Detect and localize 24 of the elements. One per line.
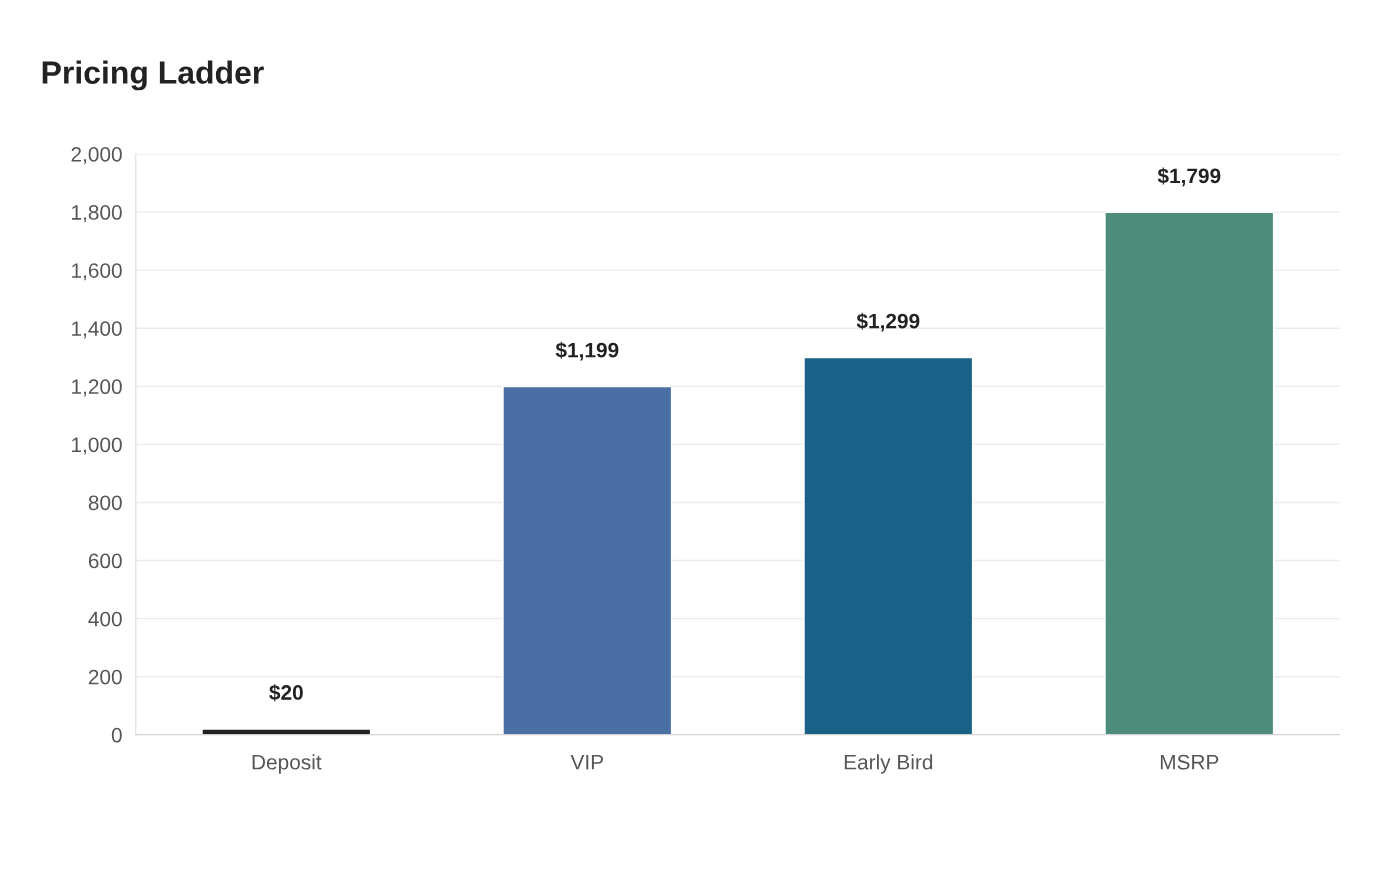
bar (803, 356, 974, 735)
bar (1104, 211, 1275, 735)
bar (502, 385, 673, 735)
y-tick-label: 600 (88, 553, 122, 569)
x-tick-label: Deposit (252, 754, 322, 774)
y-tick-label: 2,000 (71, 147, 122, 165)
data-label: $1,299 (856, 312, 920, 332)
x-tick-label: Early Bird (844, 754, 933, 774)
y-tick-label: 1,400 (72, 321, 122, 339)
y-tick-label: 800 (88, 495, 122, 511)
data-label: $20 (269, 684, 303, 702)
data-label: $1,199 (555, 341, 619, 361)
y-tick-label: 1,600 (72, 263, 122, 281)
y-tick-label: 200 (88, 669, 122, 685)
y-tick-label: 400 (88, 611, 122, 627)
y-tick-label: 1,000 (72, 437, 122, 455)
x-tick-label: MSRP (1160, 754, 1219, 770)
y-tick-label: 1,200 (72, 379, 122, 397)
data-label: $1,799 (1157, 167, 1221, 187)
y-tick-label: 0 (111, 727, 122, 743)
y-tick-label: 1,800 (72, 205, 122, 223)
x-tick-label: VIP (570, 755, 603, 770)
chart-title: Pricing Ladder (42, 60, 264, 91)
bar (201, 728, 372, 735)
